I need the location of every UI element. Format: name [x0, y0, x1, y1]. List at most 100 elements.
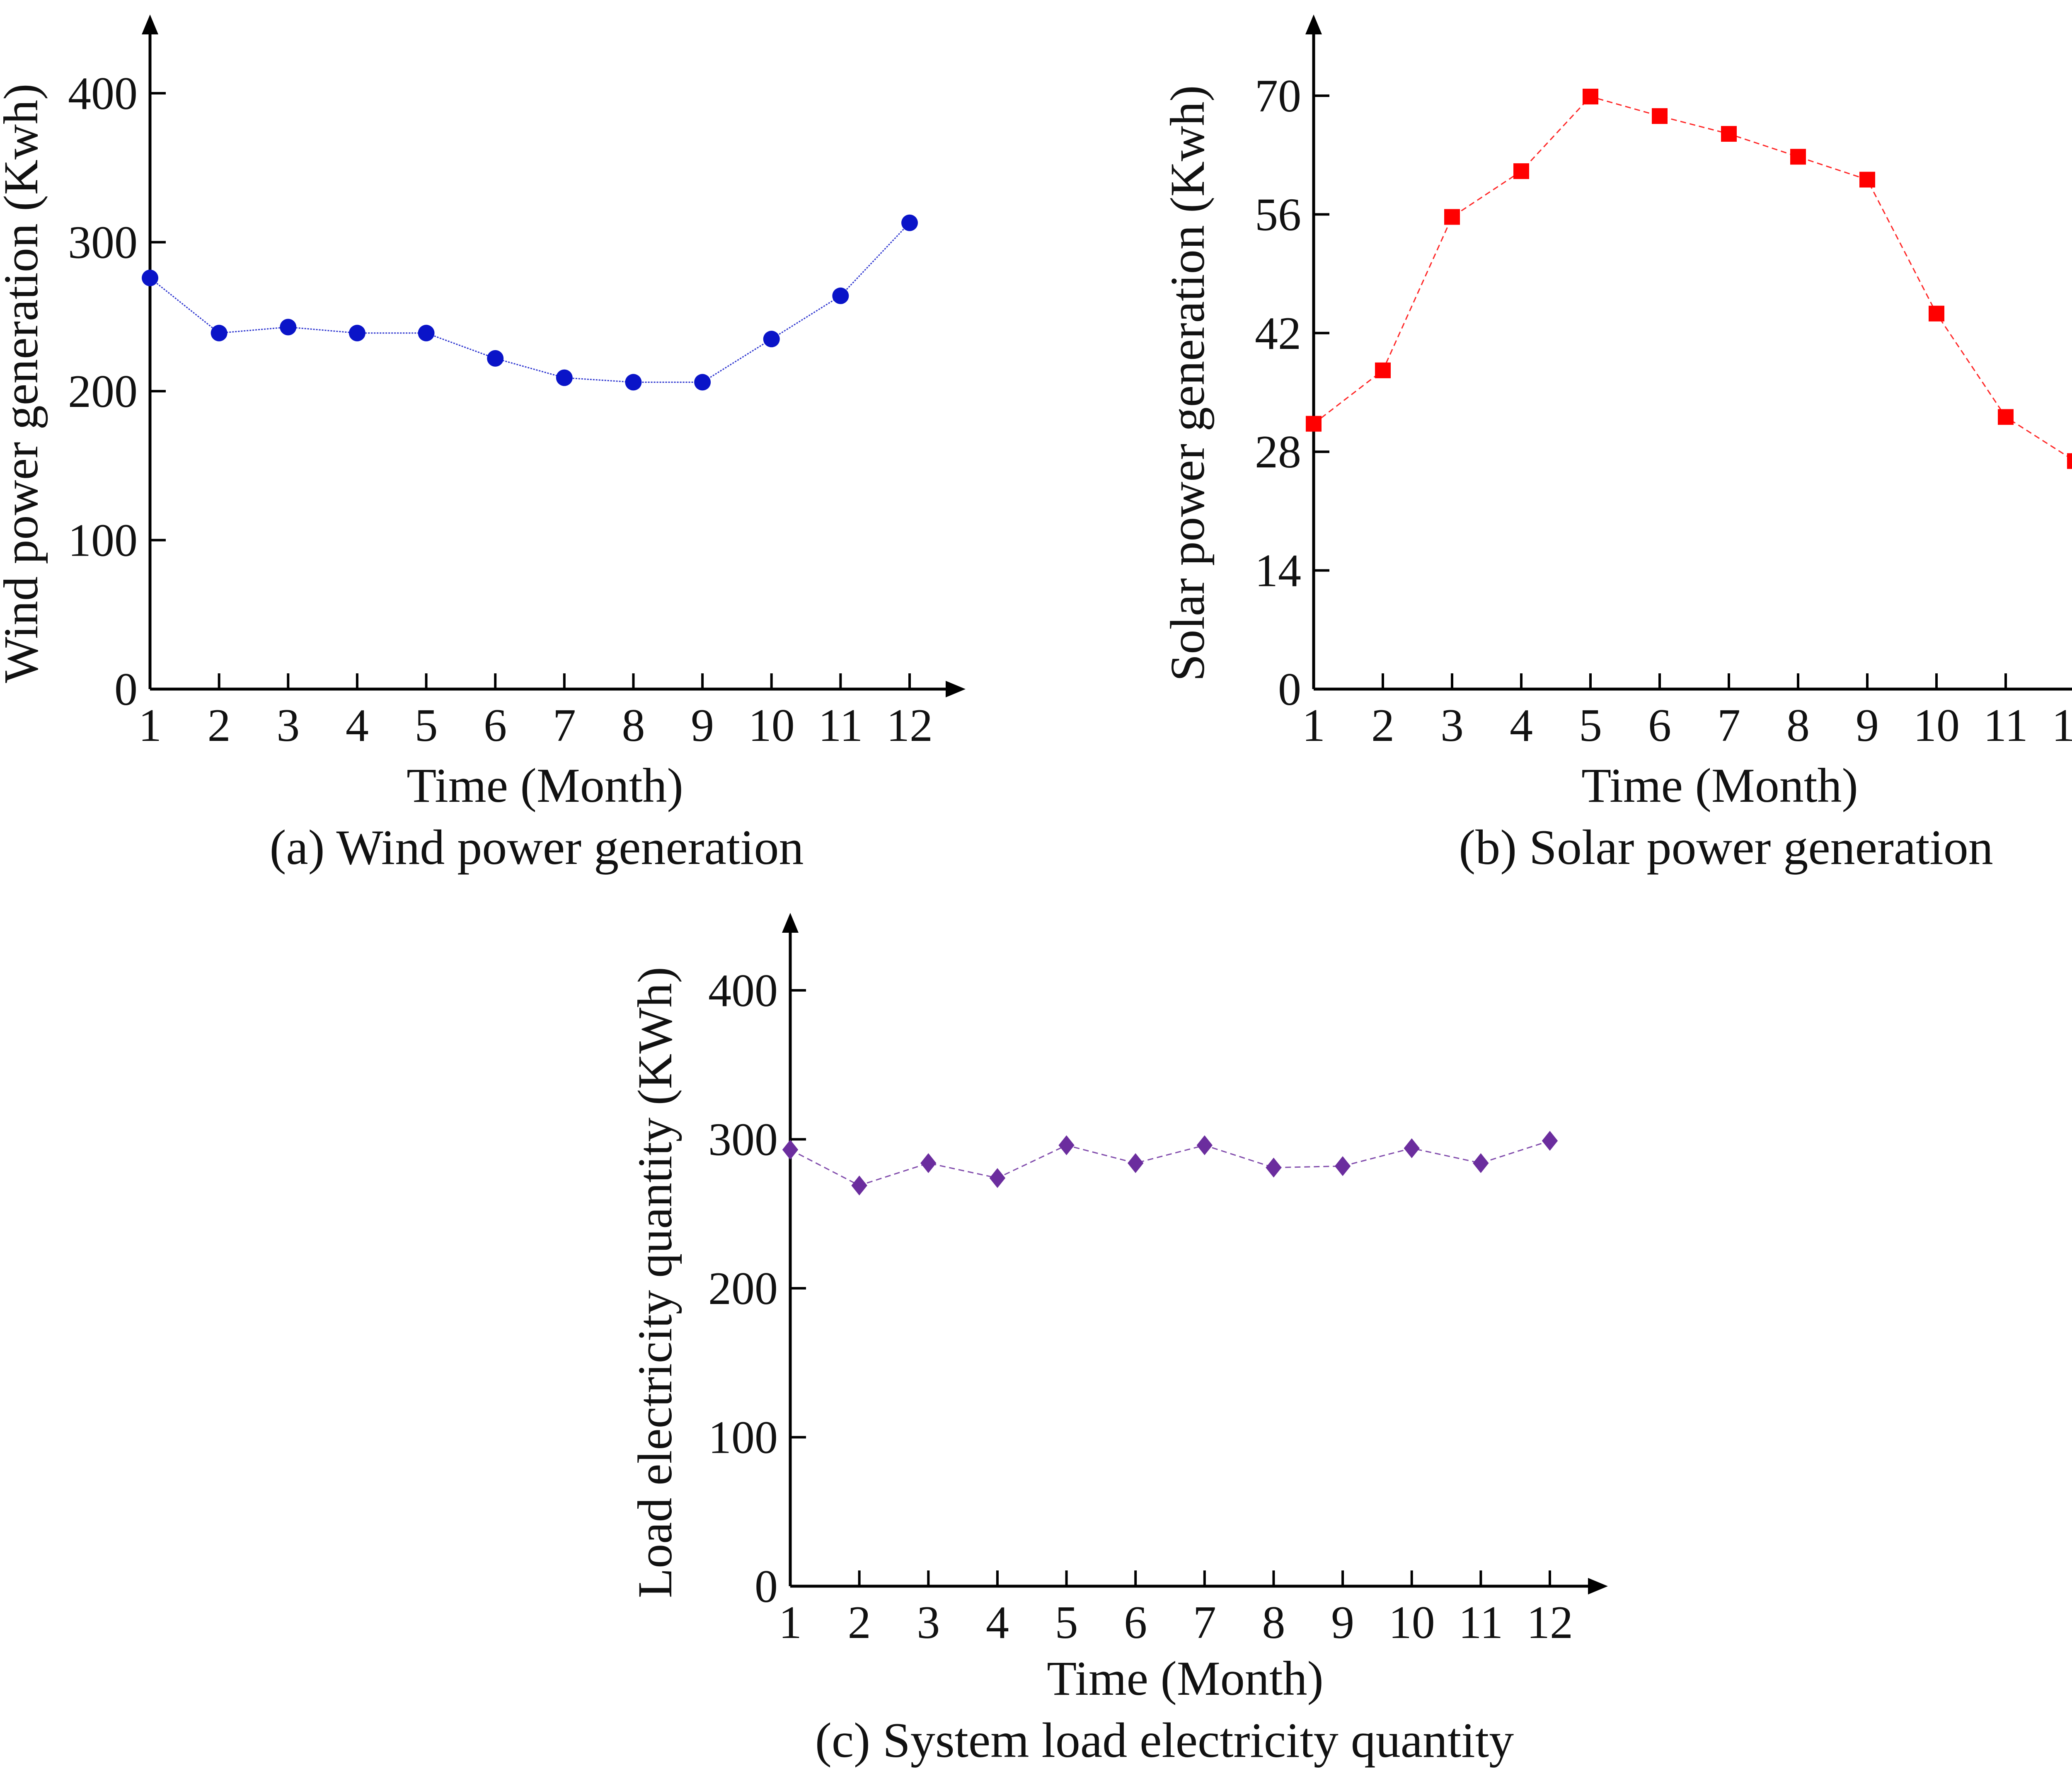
- x-tick-label: 9: [1856, 700, 1879, 751]
- x-tick-label: 6: [1648, 700, 1671, 751]
- x-tick-label: 5: [415, 700, 438, 751]
- x-tick-label: 5: [1579, 700, 1602, 751]
- x-tick-label: 12: [886, 700, 933, 751]
- data-point: [989, 1168, 1006, 1188]
- data-point: [1404, 1138, 1420, 1159]
- series-line: [150, 222, 910, 383]
- x-tick-label: 7: [1717, 700, 1740, 751]
- x-tick-label: 1: [779, 1597, 802, 1648]
- data-point: [1929, 305, 1944, 322]
- x-tick-label: 2: [208, 700, 231, 751]
- y-tick-label: 70: [1255, 70, 1301, 122]
- y-tick-label: 0: [755, 1561, 778, 1612]
- y-tick-label: 0: [1278, 664, 1301, 715]
- y-tick-label: 28: [1255, 426, 1301, 478]
- solar-power-chart: Solar power generation (Kwh) Time (Month…: [1160, 15, 2072, 875]
- y-axis-arrowhead: [142, 15, 158, 34]
- data-point: [1542, 1131, 1558, 1151]
- y-axis-title: Solar power generation (Kwh): [1160, 85, 1215, 681]
- data-point: [1196, 1135, 1213, 1155]
- x-tick-label: 10: [1913, 700, 1960, 751]
- x-tick-label: 6: [484, 700, 507, 751]
- x-tick-label: 2: [848, 1597, 871, 1648]
- x-axis-arrowhead: [1588, 1578, 1608, 1594]
- x-tick-label: 8: [1262, 1597, 1285, 1648]
- x-axis-title: Time (Month): [407, 758, 683, 813]
- data-point: [1127, 1153, 1144, 1173]
- data-point: [625, 374, 642, 391]
- data-point: [2067, 453, 2072, 469]
- x-tick-label: 3: [276, 700, 300, 751]
- load-electricity-chart: Load electricity quantity (KWh) Time (Mo…: [628, 913, 1608, 1768]
- y-axis-title: Wind power generation (Kwh): [0, 84, 48, 683]
- y-axis-arrowhead: [1305, 15, 1322, 34]
- x-tick-label: 3: [1440, 700, 1464, 751]
- chart-caption: (b) Solar power generation: [1459, 820, 1993, 875]
- data-point: [1859, 172, 1875, 188]
- y-tick-label: 100: [708, 1412, 778, 1464]
- data-point: [694, 374, 711, 391]
- x-tick-label: 9: [1331, 1597, 1354, 1648]
- data-point: [1998, 409, 2014, 425]
- x-tick-label: 12: [1527, 1597, 1573, 1648]
- y-tick-label: 100: [68, 515, 138, 566]
- y-tick-label: 42: [1255, 308, 1301, 359]
- x-tick-label: 6: [1124, 1597, 1147, 1648]
- x-tick-label: 3: [917, 1597, 940, 1648]
- data-point: [782, 1140, 799, 1160]
- y-tick-label: 56: [1255, 189, 1301, 240]
- y-tick-label: 0: [114, 664, 138, 715]
- data-point: [920, 1153, 937, 1173]
- x-tick-label: 1: [1302, 700, 1325, 751]
- data-point: [1306, 416, 1322, 432]
- x-tick-label: 7: [1193, 1597, 1216, 1648]
- data-point: [1721, 126, 1737, 142]
- data-point: [211, 324, 228, 341]
- y-tick-label: 200: [68, 366, 138, 417]
- data-point: [1334, 1156, 1351, 1176]
- y-tick-label: 300: [708, 1114, 778, 1166]
- x-tick-label: 8: [622, 700, 645, 751]
- x-tick-label: 2: [1371, 700, 1394, 751]
- data-point: [1790, 149, 1806, 165]
- x-axis-title: Time (Month): [1581, 758, 1858, 813]
- x-tick-label: 7: [553, 700, 576, 751]
- chart-caption: (a) Wind power generation: [269, 820, 804, 875]
- x-tick-label: 4: [986, 1597, 1009, 1648]
- data-point: [1266, 1157, 1282, 1178]
- data-point: [418, 324, 435, 341]
- data-point: [1058, 1135, 1075, 1155]
- x-axis-arrowhead: [946, 681, 966, 697]
- y-tick-label: 14: [1255, 545, 1301, 597]
- x-tick-label: 10: [748, 700, 795, 751]
- data-point: [1652, 108, 1668, 124]
- y-axis-arrowhead: [782, 913, 799, 933]
- x-tick-label: 11: [818, 700, 863, 751]
- data-point: [832, 287, 849, 304]
- y-tick-label: 200: [708, 1263, 778, 1314]
- data-point: [556, 369, 573, 386]
- data-point: [1444, 209, 1460, 225]
- x-tick-label: 11: [1458, 1597, 1503, 1648]
- y-tick-label: 300: [68, 217, 138, 269]
- x-tick-label: 11: [1983, 700, 2028, 751]
- x-tick-label: 8: [1786, 700, 1810, 751]
- x-tick-label: 1: [138, 700, 162, 751]
- data-point: [1513, 163, 1529, 179]
- x-tick-label: 10: [1389, 1597, 1435, 1648]
- data-point: [487, 350, 504, 367]
- y-tick-label: 400: [68, 68, 138, 119]
- data-point: [1583, 89, 1598, 105]
- x-tick-label: 5: [1055, 1597, 1078, 1648]
- data-point: [280, 319, 297, 336]
- data-point: [851, 1175, 867, 1195]
- chart-caption: (c) System load electricity quantity: [815, 1713, 1514, 1768]
- data-point: [349, 324, 366, 341]
- data-point: [1473, 1153, 1489, 1173]
- x-tick-label: 4: [1510, 700, 1533, 751]
- data-point: [763, 331, 780, 348]
- data-point: [142, 269, 158, 286]
- series-line: [1313, 96, 2072, 460]
- wind-power-chart: Wind power generation (Kwh) Time (Month)…: [0, 15, 966, 875]
